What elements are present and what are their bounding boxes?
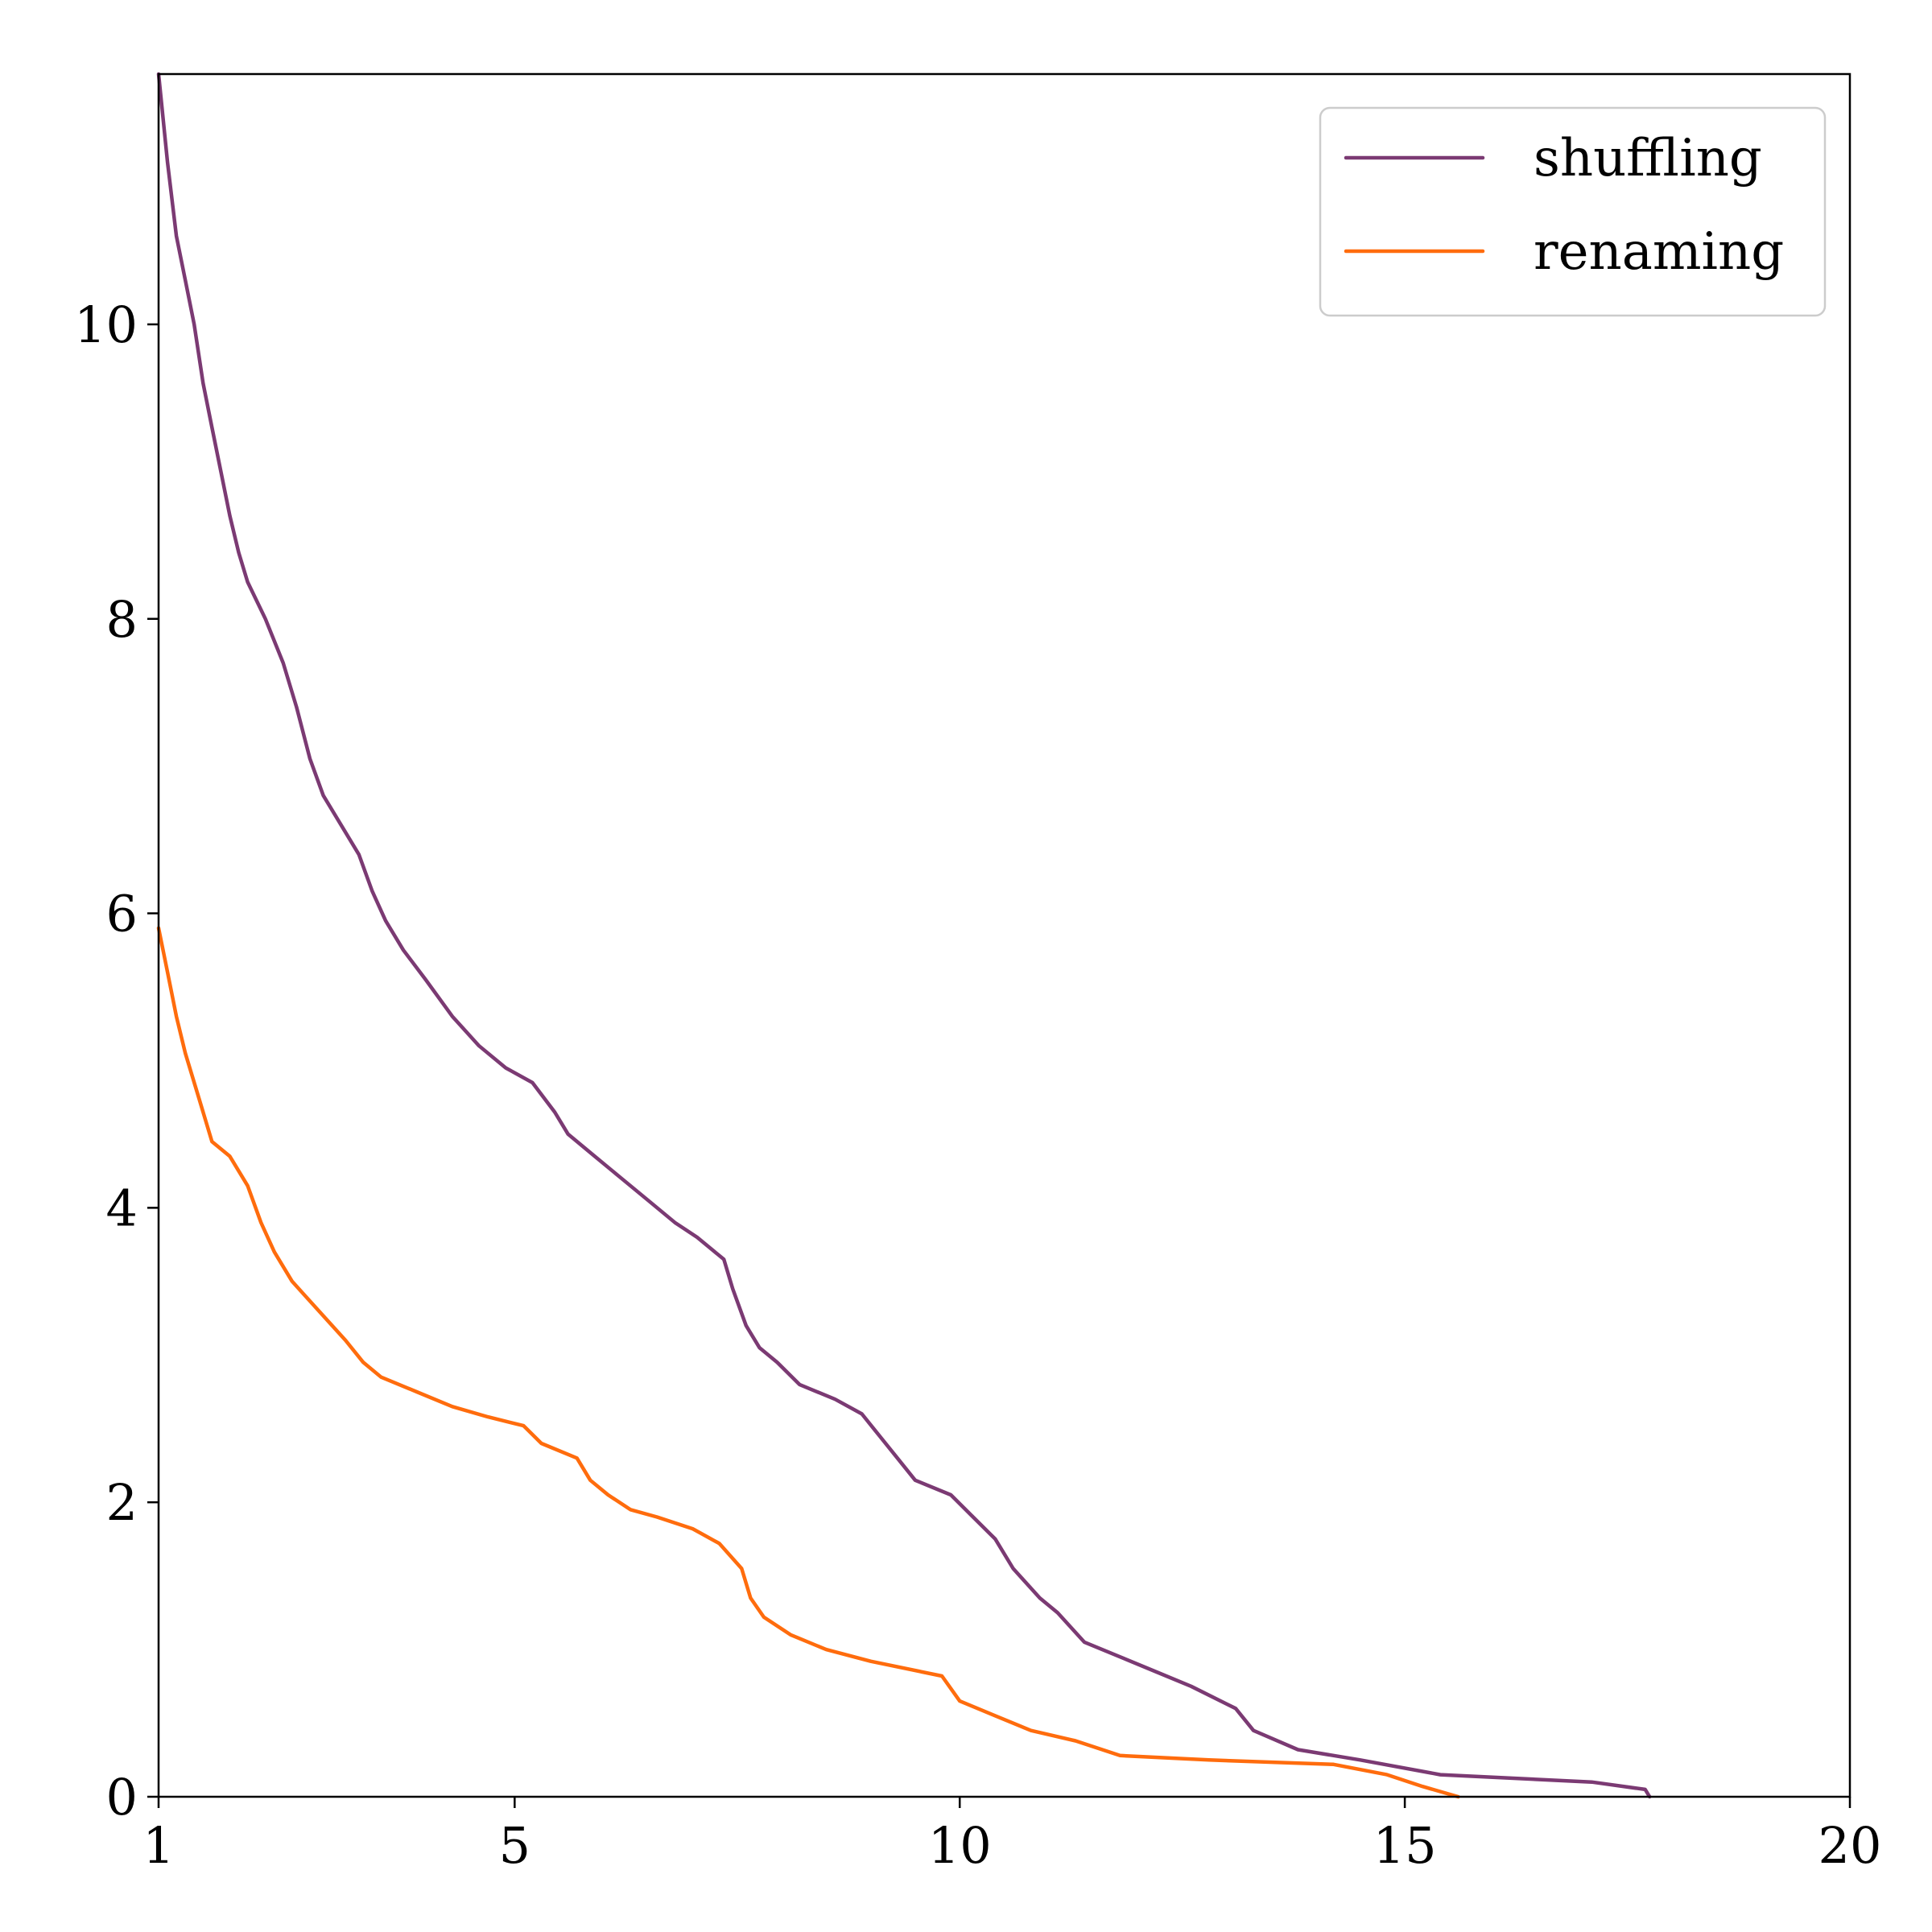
y-axis: 0 2 4 6 8 10 — [74, 295, 159, 1827]
legend-label-renaming: renaming — [1534, 222, 1784, 282]
y-tick-label: 10 — [74, 295, 138, 354]
legend-box — [1319, 106, 1827, 317]
series-line-shuffling — [156, 72, 1652, 1799]
plot-frame — [157, 72, 1852, 1798]
y-tick-label: 8 — [106, 590, 138, 649]
x-tick-label: 20 — [1818, 1816, 1882, 1875]
x-tick-label: 5 — [499, 1816, 530, 1875]
series-line-renaming — [156, 926, 1460, 1799]
legend-label-shuffling: shuffling — [1534, 129, 1762, 188]
x-axis: 1 5 10 15 20 — [142, 1797, 1881, 1875]
y-tick-label: 4 — [106, 1179, 138, 1237]
y-tick-label: 0 — [106, 1768, 138, 1827]
y-tick-label: 6 — [106, 885, 138, 943]
legend: shuffling renaming — [1319, 106, 1827, 317]
y-tick-label: 2 — [106, 1473, 138, 1532]
x-tick-label: 10 — [928, 1816, 992, 1875]
x-tick-label: 1 — [142, 1816, 174, 1875]
x-tick-label: 15 — [1373, 1816, 1437, 1875]
series-layer — [156, 72, 1652, 1799]
